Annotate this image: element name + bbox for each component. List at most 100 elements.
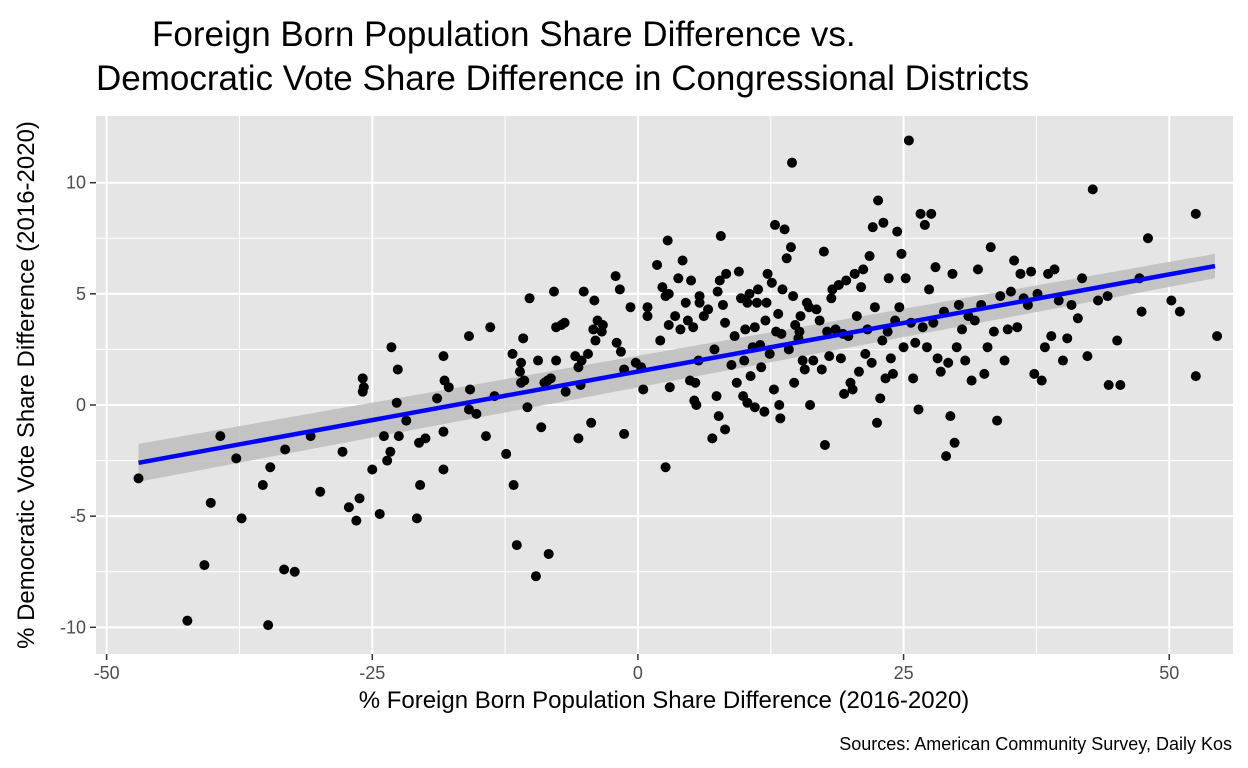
data-point: [818, 246, 829, 257]
data-point: [985, 242, 996, 253]
data-point: [797, 355, 808, 366]
data-point: [664, 382, 675, 393]
data-point: [411, 513, 422, 524]
chart-title-line-1: Foreign Born Population Share Difference…: [152, 15, 856, 54]
data-point: [774, 400, 785, 411]
data-point: [762, 268, 773, 279]
data-point: [670, 311, 681, 322]
data-point: [900, 273, 911, 284]
data-point: [1115, 380, 1126, 390]
data-point: [713, 411, 724, 422]
data-point: [883, 273, 894, 284]
data-point: [257, 480, 268, 491]
data-point: [337, 446, 348, 457]
x-tick-label: 0: [633, 663, 643, 683]
data-point: [662, 235, 673, 246]
data-point: [393, 431, 404, 442]
data-point: [849, 268, 860, 279]
data-point: [1066, 299, 1077, 310]
data-point: [401, 415, 412, 426]
data-point: [1142, 233, 1153, 244]
fit-line-layer: [138, 263, 1216, 466]
data-point: [682, 315, 693, 326]
data-point: [438, 351, 449, 362]
data-point: [910, 337, 921, 348]
data-point: [280, 444, 291, 455]
data-point: [824, 351, 835, 362]
data-point: [966, 375, 977, 386]
data-point: [530, 571, 541, 582]
data-point: [805, 400, 816, 411]
data-point: [1087, 184, 1098, 195]
data-point: [932, 353, 943, 364]
data-point: [536, 422, 547, 433]
data-point: [1174, 306, 1185, 317]
data-point: [924, 284, 935, 295]
data-point: [892, 226, 903, 237]
data-point: [760, 315, 771, 326]
data-point: [615, 346, 626, 357]
data-point: [573, 433, 584, 444]
data-point: [814, 315, 825, 326]
data-point: [969, 315, 980, 326]
data-point: [887, 368, 898, 379]
data-point: [921, 342, 932, 353]
data-point: [822, 326, 833, 337]
data-point: [789, 377, 800, 388]
data-point: [263, 620, 274, 631]
data-point: [1036, 375, 1047, 386]
y-tick-label: 5: [76, 284, 86, 304]
data-point: [903, 135, 914, 146]
data-point: [507, 348, 518, 359]
data-point: [992, 415, 1003, 426]
data-point: [392, 364, 403, 375]
data-point: [833, 279, 844, 290]
data-point: [856, 282, 867, 293]
data-point: [236, 513, 247, 524]
data-point: [1026, 266, 1037, 277]
data-point: [182, 615, 193, 626]
data-point: [930, 262, 941, 273]
data-point: [590, 335, 601, 346]
data-point: [1062, 333, 1073, 344]
data-point: [733, 266, 744, 277]
data-point: [642, 311, 653, 322]
data-point: [279, 564, 290, 575]
data-point: [1102, 291, 1113, 302]
data-point: [610, 271, 621, 282]
data-point: [995, 291, 1006, 302]
data-point: [463, 331, 474, 342]
data-point: [548, 286, 559, 297]
data-point: [501, 448, 512, 459]
data-point: [776, 328, 787, 339]
data-point: [835, 353, 846, 364]
data-point: [898, 342, 909, 353]
data-point: [709, 344, 720, 355]
data-point: [894, 302, 905, 313]
data-point: [715, 231, 726, 242]
data-point: [1166, 295, 1177, 306]
data-point: [367, 464, 378, 475]
data-point: [731, 377, 742, 388]
data-point: [787, 157, 798, 168]
data-point: [611, 337, 622, 348]
regression-line: [138, 263, 1216, 466]
y-tick-label: 0: [76, 395, 86, 415]
data-point: [742, 297, 753, 308]
data-point: [432, 393, 443, 404]
y-tick-label: -10: [60, 617, 86, 637]
data-point: [518, 333, 529, 344]
data-point: [785, 242, 796, 253]
data-point: [880, 373, 891, 384]
data-point: [742, 397, 753, 408]
data-point: [589, 295, 600, 306]
y-tick-label: 10: [66, 173, 86, 193]
data-point: [882, 326, 893, 337]
data-point: [1082, 351, 1093, 362]
x-tick-label: -25: [359, 663, 385, 683]
data-point: [751, 297, 762, 308]
data-point: [508, 480, 519, 491]
data-point: [867, 222, 878, 233]
data-point: [919, 219, 930, 230]
data-point: [749, 322, 760, 333]
